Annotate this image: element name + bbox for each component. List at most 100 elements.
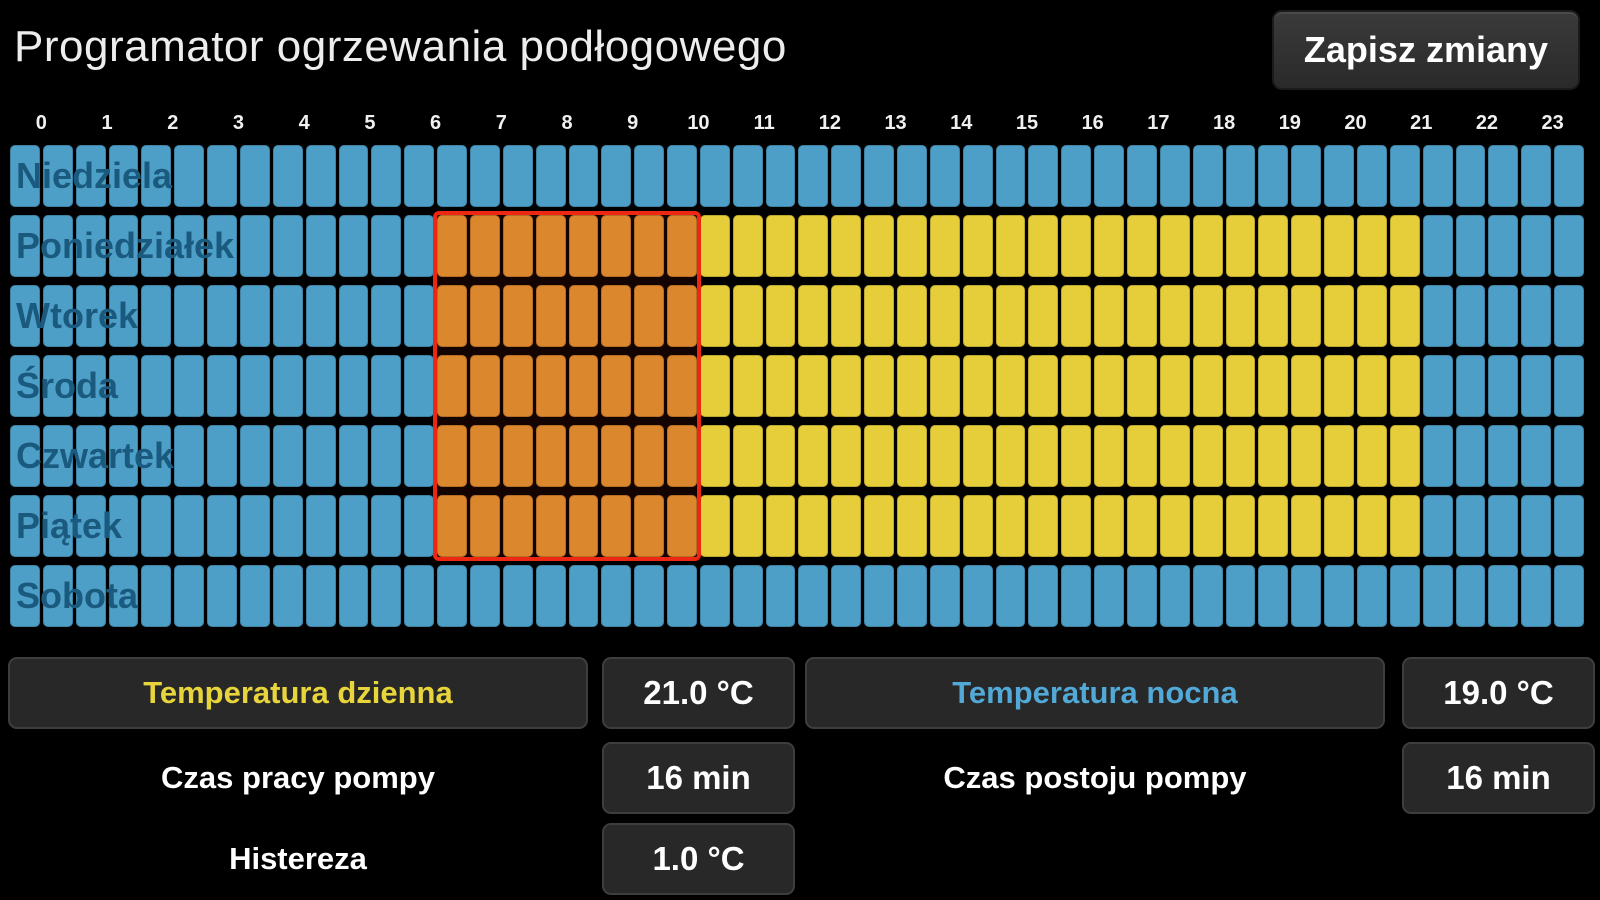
schedule-cell[interactable] bbox=[404, 285, 435, 347]
schedule-cell[interactable] bbox=[469, 285, 500, 347]
schedule-cell[interactable] bbox=[1521, 215, 1552, 277]
schedule-cell[interactable] bbox=[1028, 565, 1059, 627]
schedule-cell[interactable] bbox=[437, 495, 467, 557]
schedule-cell[interactable] bbox=[1389, 285, 1420, 347]
schedule-cell[interactable] bbox=[1159, 355, 1190, 417]
schedule-cell[interactable] bbox=[1127, 355, 1157, 417]
schedule-cell[interactable] bbox=[995, 355, 1026, 417]
schedule-cell[interactable] bbox=[469, 215, 500, 277]
schedule-cell[interactable] bbox=[634, 425, 665, 487]
schedule-cell[interactable] bbox=[1324, 145, 1355, 207]
schedule-cell[interactable] bbox=[535, 355, 566, 417]
schedule-cell[interactable] bbox=[995, 285, 1026, 347]
schedule-cell[interactable] bbox=[1455, 425, 1486, 487]
schedule-cell[interactable] bbox=[108, 145, 139, 207]
schedule-cell[interactable] bbox=[1127, 285, 1157, 347]
schedule-cell[interactable] bbox=[108, 565, 139, 627]
schedule-cell[interactable] bbox=[437, 145, 467, 207]
schedule-cell[interactable] bbox=[10, 285, 40, 347]
schedule-cell[interactable] bbox=[1422, 215, 1453, 277]
schedule-cell[interactable] bbox=[1357, 285, 1387, 347]
schedule-cell[interactable] bbox=[765, 355, 796, 417]
schedule-cell[interactable] bbox=[929, 145, 960, 207]
schedule-cell[interactable] bbox=[75, 495, 106, 557]
schedule-cell[interactable] bbox=[897, 355, 927, 417]
schedule-cell[interactable] bbox=[1094, 355, 1125, 417]
schedule-cell[interactable] bbox=[1488, 285, 1519, 347]
schedule-cell[interactable] bbox=[141, 565, 172, 627]
schedule-cell[interactable] bbox=[1324, 565, 1355, 627]
schedule-cell[interactable] bbox=[1488, 495, 1519, 557]
schedule-cell[interactable] bbox=[75, 425, 106, 487]
schedule-cell[interactable] bbox=[404, 145, 435, 207]
schedule-cell[interactable] bbox=[568, 355, 599, 417]
schedule-cell[interactable] bbox=[897, 495, 927, 557]
schedule-cell[interactable] bbox=[995, 145, 1026, 207]
schedule-cell[interactable] bbox=[1192, 355, 1223, 417]
schedule-cell[interactable] bbox=[141, 215, 172, 277]
schedule-cell[interactable] bbox=[1192, 215, 1223, 277]
schedule-cell[interactable] bbox=[864, 425, 895, 487]
schedule-cell[interactable] bbox=[568, 285, 599, 347]
schedule-cell[interactable] bbox=[305, 285, 336, 347]
schedule-cell[interactable] bbox=[272, 355, 303, 417]
schedule-cell[interactable] bbox=[272, 145, 303, 207]
schedule-cell[interactable] bbox=[1324, 355, 1355, 417]
schedule-cell[interactable] bbox=[42, 565, 73, 627]
schedule-cell[interactable] bbox=[1455, 495, 1486, 557]
schedule-cell[interactable] bbox=[305, 495, 336, 557]
schedule-cell[interactable] bbox=[1488, 145, 1519, 207]
schedule-cell[interactable] bbox=[207, 495, 237, 557]
schedule-cell[interactable] bbox=[897, 565, 927, 627]
schedule-cell[interactable] bbox=[897, 145, 927, 207]
schedule-cell[interactable] bbox=[1291, 495, 1322, 557]
schedule-cell[interactable] bbox=[338, 495, 369, 557]
schedule-cell[interactable] bbox=[667, 425, 697, 487]
schedule-cell[interactable] bbox=[831, 215, 862, 277]
schedule-cell[interactable] bbox=[1291, 355, 1322, 417]
schedule-cell[interactable] bbox=[42, 215, 73, 277]
schedule-cell[interactable] bbox=[568, 425, 599, 487]
schedule-cell[interactable] bbox=[207, 355, 237, 417]
schedule-cell[interactable] bbox=[75, 145, 106, 207]
schedule-cell[interactable] bbox=[1094, 145, 1125, 207]
schedule-cell[interactable] bbox=[502, 565, 533, 627]
schedule-cell[interactable] bbox=[1028, 145, 1059, 207]
schedule-cell[interactable] bbox=[338, 285, 369, 347]
schedule-cell[interactable] bbox=[272, 565, 303, 627]
schedule-cell[interactable] bbox=[864, 145, 895, 207]
schedule-cell[interactable] bbox=[305, 215, 336, 277]
schedule-cell[interactable] bbox=[1488, 565, 1519, 627]
schedule-cell[interactable] bbox=[207, 215, 237, 277]
schedule-cell[interactable] bbox=[634, 565, 665, 627]
schedule-cell[interactable] bbox=[732, 425, 763, 487]
schedule-cell[interactable] bbox=[1554, 355, 1584, 417]
schedule-cell[interactable] bbox=[897, 285, 927, 347]
schedule-cell[interactable] bbox=[535, 495, 566, 557]
schedule-cell[interactable] bbox=[239, 145, 270, 207]
schedule-cell[interactable] bbox=[699, 285, 730, 347]
schedule-cell[interactable] bbox=[1422, 145, 1453, 207]
schedule-cell[interactable] bbox=[1061, 145, 1092, 207]
schedule-cell[interactable] bbox=[831, 565, 862, 627]
schedule-cell[interactable] bbox=[1554, 285, 1584, 347]
schedule-cell[interactable] bbox=[1258, 215, 1289, 277]
schedule-cell[interactable] bbox=[239, 425, 270, 487]
schedule-cell[interactable] bbox=[338, 145, 369, 207]
schedule-cell[interactable] bbox=[75, 215, 106, 277]
schedule-cell[interactable] bbox=[141, 495, 172, 557]
schedule-cell[interactable] bbox=[962, 355, 993, 417]
schedule-cell[interactable] bbox=[108, 425, 139, 487]
schedule-cell[interactable] bbox=[1389, 145, 1420, 207]
schedule-cell[interactable] bbox=[42, 425, 73, 487]
schedule-cell[interactable] bbox=[42, 495, 73, 557]
schedule-cell[interactable] bbox=[765, 145, 796, 207]
schedule-cell[interactable] bbox=[798, 145, 829, 207]
schedule-cell[interactable] bbox=[798, 425, 829, 487]
save-changes-button[interactable]: Zapisz zmiany bbox=[1271, 10, 1580, 90]
schedule-cell[interactable] bbox=[272, 495, 303, 557]
schedule-cell[interactable] bbox=[831, 285, 862, 347]
schedule-cell[interactable] bbox=[437, 565, 467, 627]
schedule-cell[interactable] bbox=[141, 145, 172, 207]
schedule-cell[interactable] bbox=[239, 565, 270, 627]
